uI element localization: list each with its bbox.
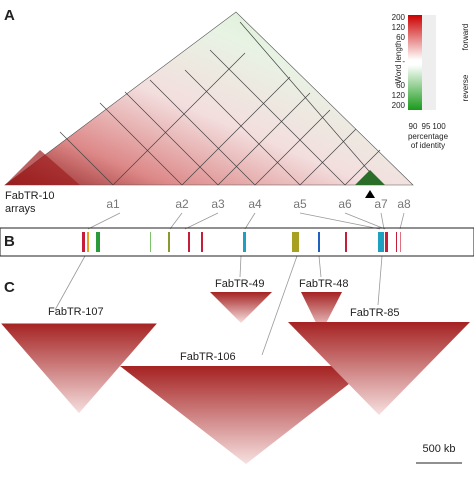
dotplot-label: FabTR-106: [180, 351, 236, 363]
scale-label: 500 kb: [422, 443, 455, 455]
legend-forward: forward: [461, 24, 470, 51]
legend-title: Word length: [394, 41, 403, 84]
legend-tick: 200: [392, 13, 406, 22]
array-label: a3: [211, 197, 225, 211]
dotplot: [120, 366, 372, 464]
dotplot-label: FabTR-49: [215, 278, 265, 290]
legend-identity-tick: 90: [409, 122, 418, 131]
legend-tick: 60: [396, 33, 405, 42]
dotplot-label: FabTR-107: [48, 306, 104, 318]
array-label: a7: [374, 197, 388, 211]
legend-identity-title: percentage: [408, 132, 449, 141]
dotplot: [288, 322, 470, 415]
legend-identity-tick: 100: [432, 122, 446, 131]
dotplot-main: [4, 11, 414, 186]
legend-tick: 120: [392, 91, 406, 100]
panel-c: C FabTR-107 FabTR-49 FabTR-48 FabTR-106 …: [0, 278, 470, 464]
legend-identity-scale: [422, 15, 436, 110]
dotplot-label: FabTR-48: [299, 278, 349, 290]
array-label: a2: [175, 197, 189, 211]
legend-identity-tick: 95: [422, 122, 431, 131]
track-name: FabTR-10: [5, 190, 55, 202]
dotplot-label: FabTR-85: [350, 307, 400, 319]
legend-tick: 60: [396, 81, 405, 90]
legend-forward-scale: [408, 15, 422, 60]
array-label: a1: [106, 197, 120, 211]
legend-identity-title: of identity: [411, 141, 445, 150]
dotplot: [210, 292, 272, 323]
legend-tick: 120: [392, 23, 406, 32]
array-grid: [59, 21, 382, 186]
legend-tick: -: [402, 57, 405, 66]
legend-tick: 200: [392, 101, 406, 110]
connectors: [54, 212, 405, 356]
array-label: a5: [293, 197, 307, 211]
array-label: a4: [248, 197, 262, 211]
array-label: a6: [338, 197, 352, 211]
array-label: a8: [397, 197, 411, 211]
track-box: [0, 227, 474, 257]
panel-label: C: [4, 279, 15, 296]
dense-block: [5, 150, 80, 185]
legend-reverse: reverse: [461, 74, 470, 101]
panel-label: B: [4, 233, 15, 250]
panel-b: B: [0, 227, 474, 257]
dense-block: [355, 170, 385, 185]
track-sub: arrays: [5, 203, 36, 215]
arrowhead: [365, 190, 375, 198]
array-bars: [82, 232, 401, 252]
dotplot: [301, 292, 342, 333]
panel-label: A: [4, 7, 15, 24]
dotplot: [0, 322, 160, 415]
legend-reverse-scale: [408, 65, 422, 110]
